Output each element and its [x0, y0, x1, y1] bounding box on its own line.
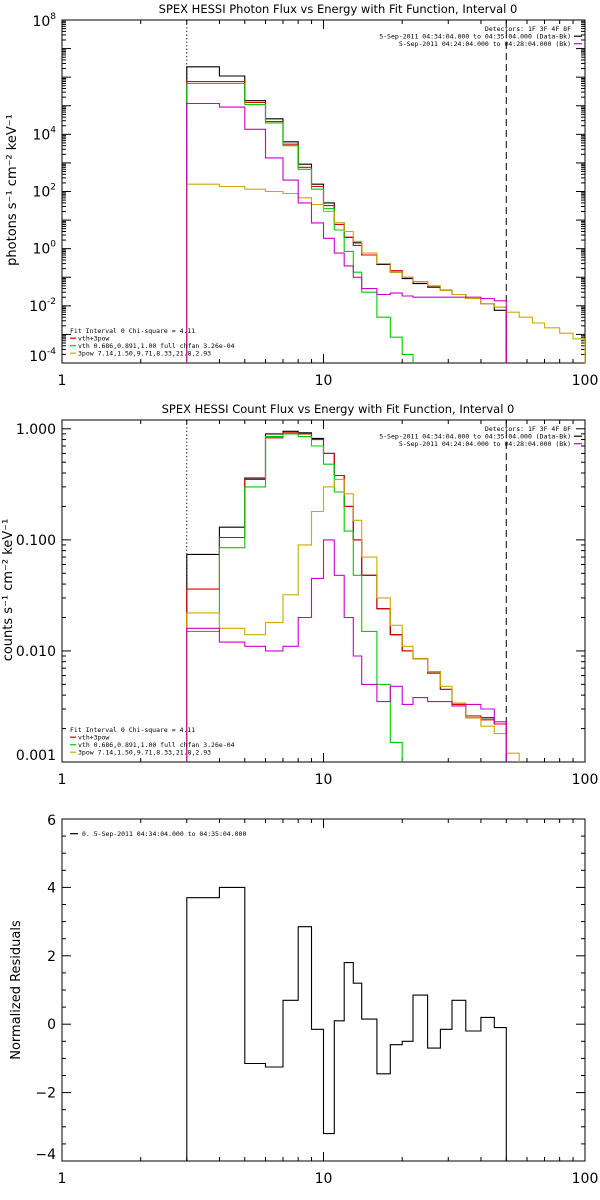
legend-entry: 3pow 7.14,1.50,9.71,8.33,21.8,2.93	[78, 749, 211, 757]
legend-entry: Fit Interval 0 Chi-square = 4.11	[70, 327, 195, 335]
count-flux-plot: 1 10 100 1.000 0.100 0.010 0.001 Detectors: 1F …	[16, 419, 599, 788]
legend-entry: Detectors: 1F 3F 4F 8F	[485, 425, 571, 433]
series-group	[186, 430, 520, 762]
series-line	[186, 433, 403, 762]
series-group	[186, 66, 585, 363]
residuals-plot: 1 10 100 6 4 2 0 −2 −4 0. 5-Sep-2011 04:34:04.000…	[35, 813, 598, 1187]
y-tick-label: 102	[32, 183, 56, 201]
x-tick-label: 10	[315, 772, 333, 788]
series-line	[186, 432, 507, 762]
y-tick-label: −4	[35, 1147, 56, 1163]
legend-entry: 5-Sep-2011 04:34:04.000 to 04:35:04.000 …	[379, 33, 571, 41]
photon-flux-title: SPEX HESSI Photon Flux vs Energy with Fi…	[159, 2, 518, 16]
x-tick-label: 1	[58, 373, 67, 389]
legend-entry: Detectors: 1F 3F 4F 8F	[485, 25, 571, 33]
x-tick-label: 10	[315, 1171, 333, 1187]
series-line	[186, 886, 507, 1161]
series-line	[186, 81, 507, 363]
residuals-panel: 1 10 100 6 4 2 0 −2 −4 0. 5-Sep-2011 04:34:04.000…	[9, 813, 598, 1187]
count-flux-title: SPEX HESSI Count Flux vs Energy with Fit…	[162, 402, 515, 416]
count-flux-ylabel: counts s⁻¹ cm⁻² keV⁻¹	[1, 519, 16, 662]
legend-entry: 0. 5-Sep-2011 04:34:04.000 to 04:35:04.0…	[82, 830, 246, 838]
x-tick-label: 1	[58, 772, 67, 788]
legend-entry: vth 0.686,0.891,1.00 full chfan 3.26e-04	[78, 342, 235, 350]
y-tick-label: 10-2	[29, 297, 56, 315]
y-tick-label: 0.001	[16, 748, 56, 764]
series-line	[186, 478, 520, 762]
legend-entry: 5-Sep-2011 04:34:04.000 to 04:35:04.000 …	[379, 433, 571, 441]
photon-flux-plot: 1 10 100 108 104 102 100 10-2 10-4 Detectors: 1F …	[29, 12, 598, 389]
y-tick-label: 0.100	[16, 533, 56, 549]
legend-entry: vth+3pow	[78, 734, 109, 742]
x-tick-label: 100	[572, 373, 599, 389]
legend-entry: Fit Interval 0 Chi-square = 4.11	[70, 726, 195, 734]
series-line	[186, 102, 507, 363]
series-line	[186, 430, 507, 762]
series-group	[186, 886, 507, 1161]
y-tick-label: 4	[47, 880, 56, 896]
legend-entry: vth 0.686,0.891,1.00 full chfan 3.26e-04	[78, 741, 235, 749]
series-line	[186, 539, 507, 762]
legend-entry: 5-Sep-2011 04:24:04.000 to 04:28:04.000 …	[399, 440, 571, 448]
y-tick-label: 104	[32, 125, 56, 143]
y-tick-label: 1.000	[16, 422, 56, 438]
y-tick-label: 0.010	[16, 644, 56, 660]
photon-flux-panel: SPEX HESSI Photon Flux vs Energy with Fi…	[5, 2, 598, 389]
legend-entry: 3pow 7.14,1.50,9.71,8.33,21.8,2.93	[78, 350, 211, 358]
series-line	[186, 66, 507, 363]
series-line	[186, 183, 585, 363]
y-tick-label: 10-4	[29, 347, 56, 365]
photon-flux-ylabel: photons s⁻¹ cm⁻² keV⁻¹	[5, 114, 20, 266]
x-tick-label: 10	[315, 373, 333, 389]
x-tick-label: 100	[572, 1171, 599, 1187]
series-line	[186, 82, 414, 363]
residuals-ylabel: Normalized Residuals	[9, 920, 24, 1060]
x-tick-label: 1	[58, 1171, 67, 1187]
y-tick-label: −2	[35, 1086, 56, 1102]
y-tick-label: 108	[32, 12, 56, 30]
y-tick-label: 2	[47, 949, 56, 965]
legend-entry: vth+3pow	[78, 335, 109, 343]
count-flux-panel: SPEX HESSI Count Flux vs Energy with Fit…	[1, 402, 598, 788]
y-tick-label: 100	[32, 240, 56, 258]
y-tick-label: 0	[47, 1017, 56, 1033]
x-tick-label: 100	[572, 772, 599, 788]
y-tick-label: 6	[47, 813, 56, 829]
legend-entry: 5-Sep-2011 04:24:04.000 to 04:28:04.000 …	[399, 40, 571, 48]
